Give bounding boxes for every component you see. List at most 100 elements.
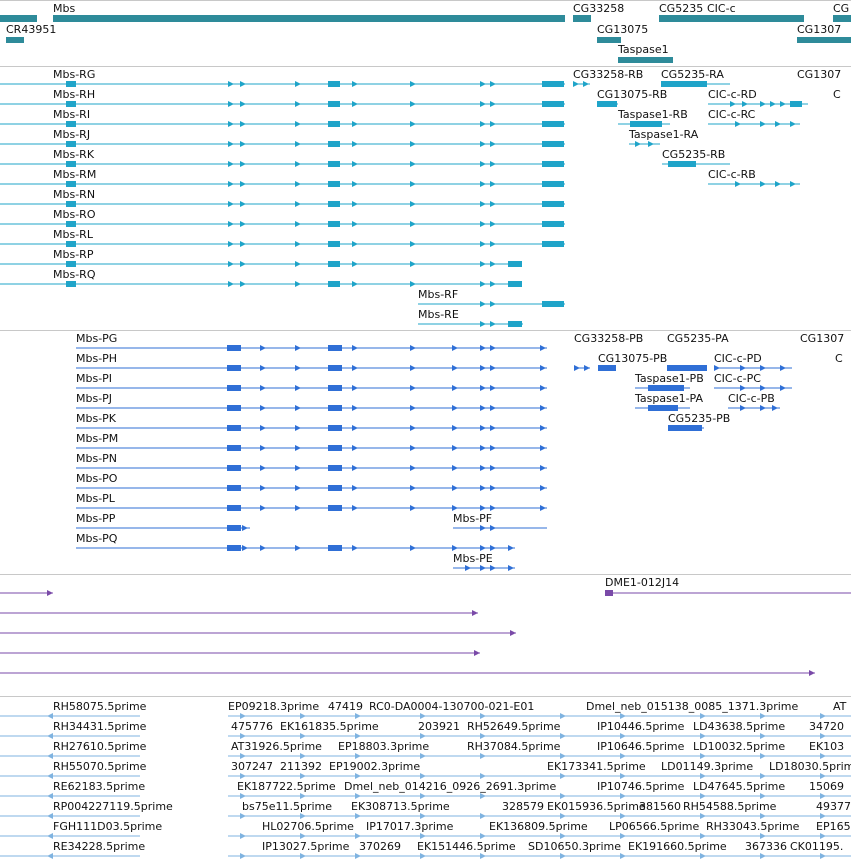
protein-label[interactable]: Taspase1-PA <box>635 392 704 405</box>
gene-label-cg13075[interactable]: CG13075 <box>597 23 649 36</box>
transcript-label[interactable]: Mbs-RF <box>418 288 459 301</box>
est-label[interactable]: LD01149.3prime <box>661 760 754 773</box>
est-label[interactable]: RE34228.5prime <box>53 840 146 853</box>
est-label[interactable]: 367336 <box>745 840 787 853</box>
est-label[interactable]: CK01195. <box>790 840 844 853</box>
gene-label-cr43951[interactable]: CR43951 <box>6 23 57 36</box>
est-label[interactable]: EK173341.5prime <box>547 760 646 773</box>
est-label[interactable]: IP10646.5prime <box>597 740 685 753</box>
protein-label[interactable]: Mbs-PK <box>76 412 117 425</box>
est-label[interactable]: EK151446.5prime <box>417 840 516 853</box>
transcript-label[interactable]: Mbs-RG <box>53 68 96 81</box>
protein-label[interactable]: Mbs-PO <box>76 472 118 485</box>
gene-label-cg-edge[interactable]: CG <box>833 2 850 15</box>
est-label[interactable]: EP18803.3prime <box>338 740 430 753</box>
transcript-label[interactable]: CG5235-RB <box>662 148 726 161</box>
protein-label[interactable]: CG1307 <box>800 332 845 345</box>
transcript-label[interactable]: CG33258-RB <box>573 68 644 81</box>
protein-label[interactable]: Mbs-PQ <box>76 532 118 545</box>
est-label[interactable]: RH37084.5prime <box>467 740 561 753</box>
est-label[interactable]: LP06566.5prime <box>609 820 700 833</box>
est-label[interactable]: EP09218.3prime <box>228 700 320 713</box>
est-label[interactable]: IP17017.3prime <box>366 820 454 833</box>
protein-label[interactable]: Mbs-PF <box>453 512 493 525</box>
transcript-label[interactable]: Mbs-RP <box>53 248 94 261</box>
est-label[interactable]: RP004227119.5prime <box>53 800 173 813</box>
est-label[interactable]: RH33043.5prime <box>706 820 800 833</box>
protein-label[interactable]: Mbs-PJ <box>76 392 113 405</box>
transcript-label[interactable]: Mbs-RH <box>53 88 96 101</box>
est-label[interactable]: 211392 <box>280 760 322 773</box>
protein-label[interactable]: Mbs-PM <box>76 432 119 445</box>
est-label[interactable]: 203921 <box>418 720 460 733</box>
est-label[interactable]: 307247 <box>231 760 273 773</box>
est-label[interactable]: 49377 <box>816 800 851 813</box>
protein-label[interactable]: CIC-c-PB <box>728 392 775 405</box>
protein-label[interactable]: CG33258-PB <box>574 332 644 345</box>
est-label[interactable]: 328579 <box>502 800 544 813</box>
transcript-label[interactable]: Mbs-RI <box>53 108 91 121</box>
clone-label[interactable]: DME1-012J14 <box>605 576 680 589</box>
est-label[interactable]: RH34431.5prime <box>53 720 147 733</box>
transcript-label[interactable]: Mbs-RL <box>53 228 93 241</box>
transcript-label[interactable]: Taspase1-RB <box>618 108 688 121</box>
est-label[interactable]: RE62183.5prime <box>53 780 146 793</box>
est-label[interactable]: RH27610.5prime <box>53 740 147 753</box>
est-label[interactable]: 381560 <box>639 800 681 813</box>
protein-label[interactable]: Mbs-PE <box>453 552 493 565</box>
transcript-label[interactable]: Mbs-RO <box>53 208 96 221</box>
transcript-label[interactable]: CIC-c-RC <box>708 108 756 121</box>
est-label[interactable]: AT <box>833 700 847 713</box>
est-label[interactable]: EK136809.5prime <box>489 820 588 833</box>
transcript-label[interactable]: CIC-c-RB <box>708 168 756 181</box>
protein-label[interactable]: CIC-c-PD <box>714 352 762 365</box>
transcript-label[interactable]: Mbs-RQ <box>53 268 96 281</box>
transcript-label[interactable]: Mbs-RE <box>418 308 459 321</box>
transcript-label[interactable]: Mbs-RM <box>53 168 97 181</box>
transcript-label[interactable]: CG5235-RA <box>661 68 724 81</box>
est-label[interactable]: 370269 <box>359 840 401 853</box>
est-label[interactable]: RH52649.5prime <box>467 720 561 733</box>
est-label[interactable]: IP13027.5prime <box>262 840 350 853</box>
protein-label[interactable]: Taspase1-PB <box>635 372 704 385</box>
gene-label-cic-c[interactable]: CIC-c <box>707 2 736 15</box>
est-label[interactable]: Dmel_neb_014216_0926_2691.3prime <box>344 780 557 793</box>
est-label[interactable]: EK308713.5prime <box>351 800 450 813</box>
transcript-label[interactable]: CIC-c-RD <box>708 88 757 101</box>
est-label[interactable]: SD10650.3prime <box>528 840 621 853</box>
protein-label[interactable]: CG13075-PB <box>598 352 668 365</box>
est-label[interactable]: EK187722.5prime <box>237 780 336 793</box>
protein-label[interactable]: Mbs-PI <box>76 372 113 385</box>
transcript-label[interactable]: Mbs-RJ <box>53 128 91 141</box>
est-label[interactable]: EK103 <box>809 740 845 753</box>
est-label[interactable]: HL02706.5prime <box>262 820 354 833</box>
protein-label[interactable]: CG5235-PA <box>667 332 729 345</box>
transcript-label[interactable]: Taspase1-RA <box>629 128 699 141</box>
est-label[interactable]: LD18030.5prime <box>769 760 851 773</box>
est-label[interactable]: EP165 <box>816 820 851 833</box>
est-label[interactable]: RH55070.5prime <box>53 760 147 773</box>
protein-label[interactable]: Mbs-PH <box>76 352 118 365</box>
est-label[interactable]: EK161835.5prime <box>280 720 379 733</box>
est-label[interactable]: 34720 <box>809 720 844 733</box>
gene-label-mbs[interactable]: Mbs <box>53 2 76 15</box>
gene-label-cg33258[interactable]: CG33258 <box>573 2 625 15</box>
est-label[interactable]: RH58075.5prime <box>53 700 147 713</box>
est-label[interactable]: FGH111D03.5prime <box>53 820 163 833</box>
transcript-label[interactable]: C <box>833 88 841 101</box>
transcript-label[interactable]: CG1307 <box>797 68 842 81</box>
est-label[interactable]: 47419 <box>328 700 363 713</box>
protein-label[interactable]: Mbs-PG <box>76 332 118 345</box>
gene-label-cg5235[interactable]: CG5235 <box>659 2 704 15</box>
gene-label-taspase1[interactable]: Taspase1 <box>618 43 669 56</box>
est-label[interactable]: EP19002.3prime <box>329 760 421 773</box>
est-label[interactable]: LD43638.5prime <box>693 720 786 733</box>
transcript-label[interactable]: CG13075-RB <box>597 88 668 101</box>
protein-label[interactable]: CIC-c-PC <box>714 372 761 385</box>
protein-label[interactable]: Mbs-PN <box>76 452 118 465</box>
protein-label[interactable]: Mbs-PP <box>76 512 116 525</box>
protein-label[interactable]: Mbs-PL <box>76 492 115 505</box>
est-label[interactable]: LD10032.5prime <box>693 740 786 753</box>
est-label[interactable]: EK015936.5prime <box>547 800 646 813</box>
est-label[interactable]: 475776 <box>231 720 273 733</box>
